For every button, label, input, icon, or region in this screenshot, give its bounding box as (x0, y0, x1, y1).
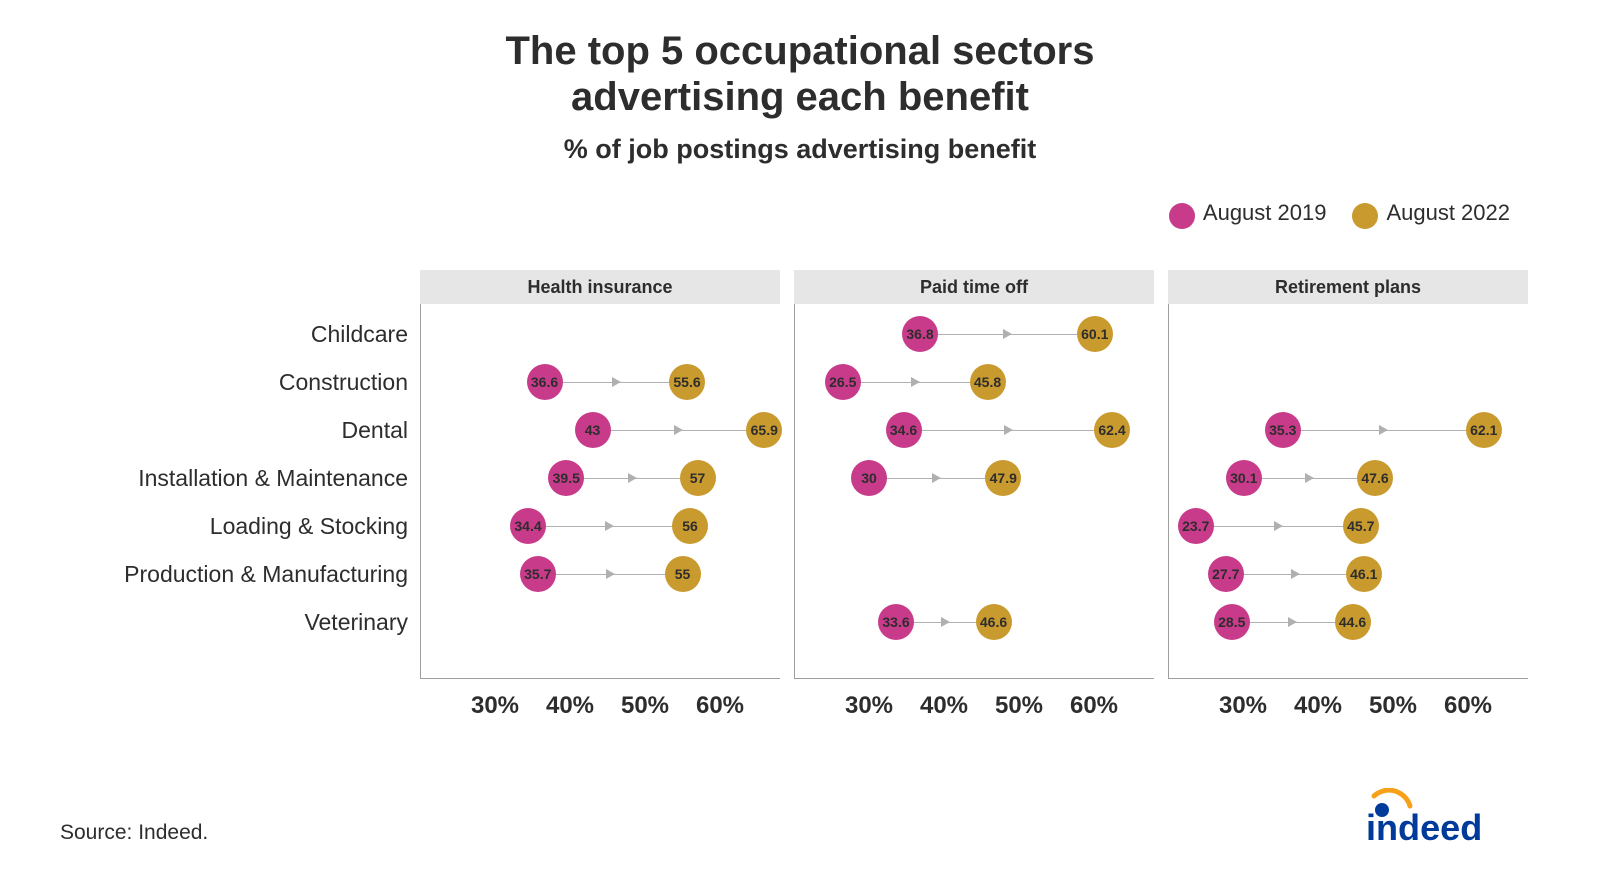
panel-header: Health insurance (420, 270, 780, 304)
y-axis-category: Childcare (311, 321, 408, 348)
arrow-icon (1288, 617, 1297, 627)
arrow-icon (932, 473, 941, 483)
dot-2022: 46.1 (1346, 556, 1382, 592)
dot-2019: 34.6 (886, 412, 922, 448)
arrow-icon (674, 425, 683, 435)
arrow-icon (1291, 569, 1300, 579)
panel-header: Retirement plans (1168, 270, 1528, 304)
dot-2019: 36.6 (527, 364, 563, 400)
axis-line (420, 678, 780, 679)
x-tick-label: 30% (1219, 692, 1267, 720)
dot-2019: 28.5 (1214, 604, 1250, 640)
arrow-icon (605, 521, 614, 531)
legend-swatch (1352, 203, 1378, 229)
x-tick-label: 50% (1369, 692, 1417, 720)
arrow-icon (1379, 425, 1388, 435)
arrow-icon (612, 377, 621, 387)
panel: 30%40%50%60%36.655.64365.939.55734.45635… (420, 304, 780, 678)
dot-2019: 43 (575, 412, 611, 448)
axis-line (1168, 678, 1528, 679)
dot-2019: 23.7 (1178, 508, 1214, 544)
x-tick-label: 40% (920, 692, 968, 720)
legend-label: August 2022 (1386, 200, 1510, 225)
axis-line (1168, 304, 1169, 678)
x-tick-label: 40% (546, 692, 594, 720)
y-axis-category: Production & Manufacturing (124, 561, 408, 588)
dot-2019: 33.6 (878, 604, 914, 640)
legend-item: August 2019 (1169, 200, 1327, 229)
panel: 30%40%50%60%36.860.126.545.834.662.43047… (794, 304, 1154, 678)
x-tick-label: 30% (845, 692, 893, 720)
chart-title-line2: advertising each benefit (0, 74, 1600, 120)
arrow-icon (911, 377, 920, 387)
x-tick-label: 30% (471, 692, 519, 720)
chart-subtitle: % of job postings advertising benefit (0, 134, 1600, 165)
x-tick-label: 40% (1294, 692, 1342, 720)
dot-2019: 39.5 (548, 460, 584, 496)
dot-2022: 45.7 (1343, 508, 1379, 544)
x-tick-label: 50% (995, 692, 1043, 720)
arrow-icon (941, 617, 950, 627)
legend-swatch (1169, 203, 1195, 229)
chart-title: The top 5 occupational sectors advertisi… (0, 0, 1600, 120)
legend-item: August 2022 (1352, 200, 1510, 229)
dot-2022: 47.9 (985, 460, 1021, 496)
arrow-icon (1003, 329, 1012, 339)
arrow-icon (628, 473, 637, 483)
plot-area: Childcare Construction Dental Installation … (60, 270, 1540, 750)
arrow-icon (606, 569, 615, 579)
y-axis-category: Dental (342, 417, 408, 444)
dot-2022: 46.6 (976, 604, 1012, 640)
legend: August 2019 August 2022 (1169, 200, 1510, 229)
legend-label: August 2019 (1203, 200, 1327, 225)
y-axis-category: Veterinary (304, 609, 408, 636)
logo-text: indeed (1366, 807, 1482, 848)
dot-2019: 36.8 (902, 316, 938, 352)
arrow-icon (1004, 425, 1013, 435)
dot-2019: 34.4 (510, 508, 546, 544)
dot-2022: 60.1 (1077, 316, 1113, 352)
chart-container: The top 5 occupational sectors advertisi… (0, 0, 1600, 873)
dot-2019: 30 (851, 460, 887, 496)
dot-2022: 62.1 (1466, 412, 1502, 448)
x-tick-label: 60% (696, 692, 744, 720)
y-axis-category: Installation & Maintenance (138, 465, 408, 492)
x-tick-label: 50% (621, 692, 669, 720)
y-axis-category: Construction (279, 369, 408, 396)
dot-2019: 35.3 (1265, 412, 1301, 448)
axis-line (794, 304, 795, 678)
indeed-logo-svg: indeed (1360, 788, 1530, 848)
axis-line (794, 678, 1154, 679)
indeed-logo: indeed (1360, 788, 1530, 853)
dot-2022: 45.8 (970, 364, 1006, 400)
panel-header: Paid time off (794, 270, 1154, 304)
dot-2022: 55.6 (669, 364, 705, 400)
dot-2022: 65.9 (746, 412, 782, 448)
y-axis-category: Loading & Stocking (210, 513, 408, 540)
dot-2022: 47.6 (1357, 460, 1393, 496)
dot-2022: 44.6 (1335, 604, 1371, 640)
x-tick-label: 60% (1444, 692, 1492, 720)
source-text: Source: Indeed. (60, 821, 208, 845)
axis-line (420, 304, 421, 678)
dot-2022: 62.4 (1094, 412, 1130, 448)
dot-2019: 35.7 (520, 556, 556, 592)
arrow-icon (1274, 521, 1283, 531)
dot-2022: 57 (680, 460, 716, 496)
dot-2019: 27.7 (1208, 556, 1244, 592)
arrow-icon (1305, 473, 1314, 483)
panel: 30%40%50%60%35.362.130.147.623.745.727.7… (1168, 304, 1528, 678)
dot-2019: 30.1 (1226, 460, 1262, 496)
dot-2022: 55 (665, 556, 701, 592)
dot-2019: 26.5 (825, 364, 861, 400)
dot-2022: 56 (672, 508, 708, 544)
chart-title-line1: The top 5 occupational sectors (0, 28, 1600, 74)
x-tick-label: 60% (1070, 692, 1118, 720)
